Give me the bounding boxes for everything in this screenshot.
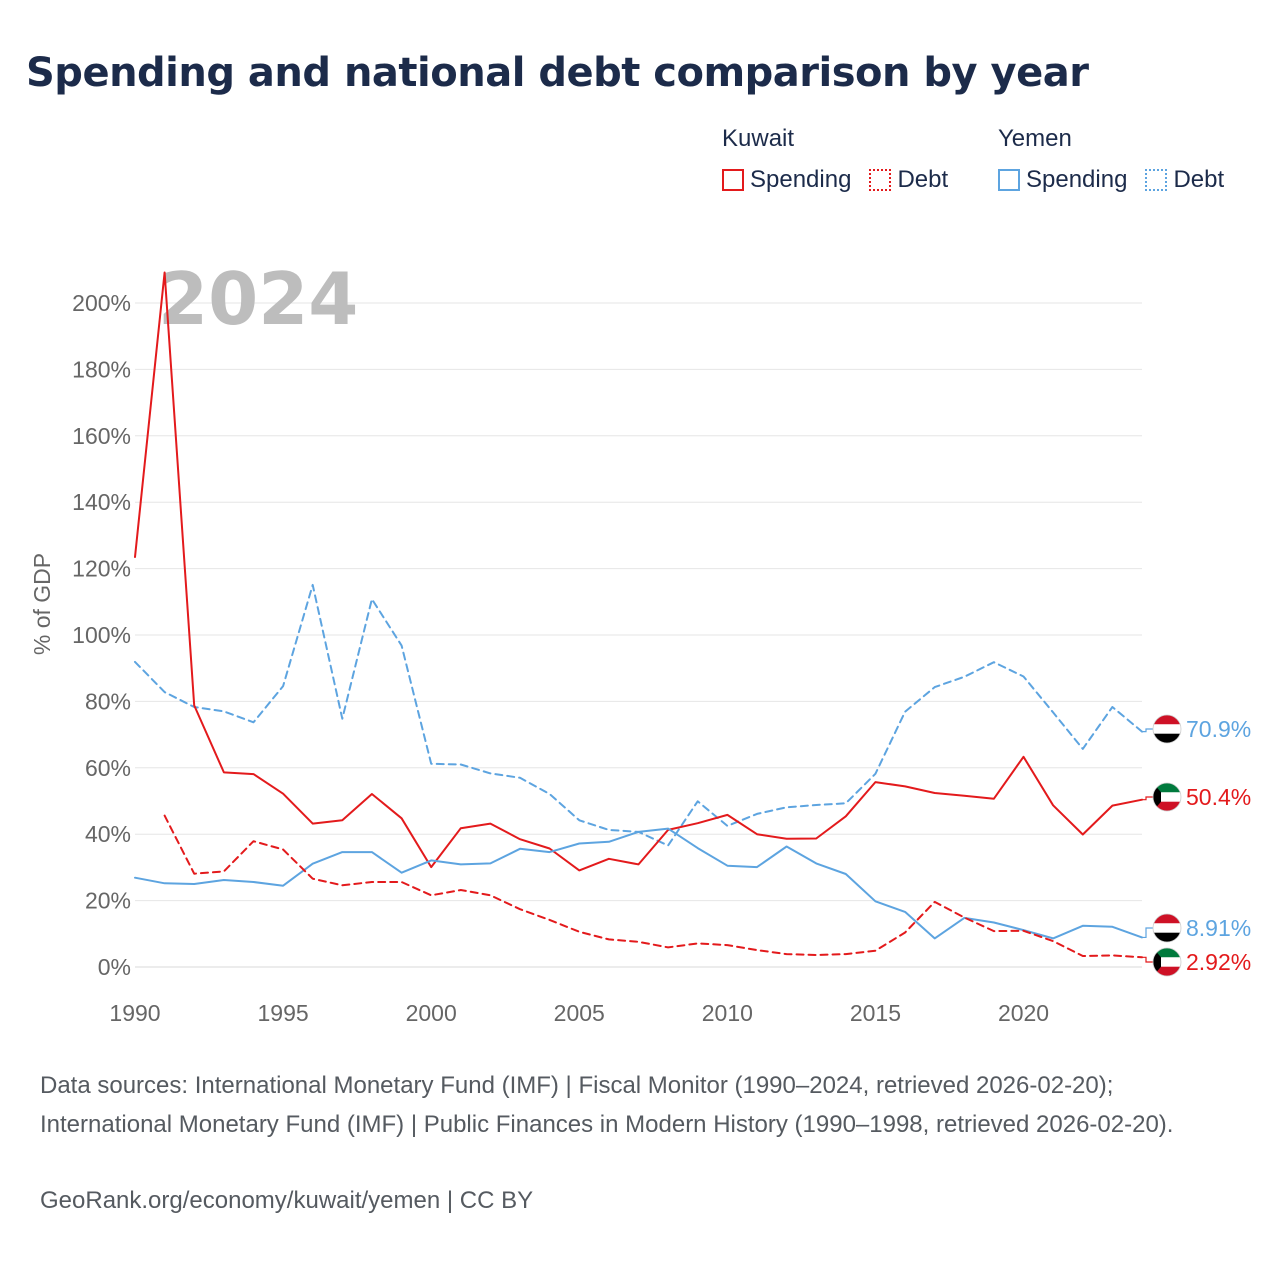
label-connector bbox=[1142, 956, 1153, 963]
gridlines bbox=[135, 302, 1142, 968]
line-chart: 0% 20% 40% 60% 80% 100% 120% 140% 160% 180% 200% 1… bbox=[29, 257, 1251, 1026]
legend-item-label: Debt bbox=[1173, 166, 1225, 193]
flag-border bbox=[1152, 913, 1182, 943]
flag-stripe bbox=[1153, 801, 1181, 811]
flag-stripe bbox=[1153, 733, 1181, 743]
legend-group-label: Yemen bbox=[998, 125, 1072, 152]
series-line-yemen-spending bbox=[134, 827, 1143, 940]
flag-stripe bbox=[1153, 783, 1181, 793]
y-tick-label: 40% bbox=[85, 821, 131, 847]
x-tick-label: 2005 bbox=[554, 1000, 605, 1026]
end-value-label: 8.91% bbox=[1186, 915, 1251, 941]
y-tick-label: 160% bbox=[72, 423, 131, 449]
x-tick-label: 2015 bbox=[850, 1000, 901, 1026]
yemen-flag-icon bbox=[1152, 714, 1182, 744]
y-tick-label: 100% bbox=[72, 622, 131, 648]
y-tick-label: 20% bbox=[85, 888, 131, 914]
label-connector bbox=[1142, 728, 1153, 733]
credit-link[interactable]: GeoRank.org/economy/kuwait/yemen | CC BY bbox=[40, 1187, 534, 1214]
end-labels: 70.9% 50.4% 8.91% 2.92% bbox=[1142, 714, 1251, 977]
y-tick-label: 140% bbox=[72, 489, 131, 515]
y-tick-label: 80% bbox=[85, 688, 131, 714]
flag-border bbox=[1152, 782, 1182, 812]
end-value-label: 70.9% bbox=[1186, 716, 1251, 742]
series-line-yemen-debt bbox=[134, 583, 1143, 847]
series-line-kuwait-spending bbox=[134, 271, 1143, 872]
legend-swatch-solid bbox=[722, 169, 744, 191]
flag-stripe bbox=[1153, 948, 1181, 958]
x-tick-label: 2000 bbox=[406, 1000, 457, 1026]
legend-group-kuwait: Kuwait Spending Debt bbox=[722, 124, 966, 194]
x-tick-label: 1990 bbox=[109, 1000, 160, 1026]
y-axis-title: % of GDP bbox=[29, 553, 55, 655]
end-value-label: 50.4% bbox=[1186, 784, 1251, 810]
y-tick-label: 200% bbox=[72, 290, 131, 316]
y-tick-label: 0% bbox=[98, 954, 131, 980]
label-connector bbox=[1142, 927, 1153, 939]
flag-stripe bbox=[1153, 914, 1181, 924]
label-connector bbox=[1142, 796, 1153, 801]
legend-item-label: Spending bbox=[750, 166, 852, 193]
flag-stripe bbox=[1153, 724, 1181, 734]
flag-stripe bbox=[1153, 966, 1181, 976]
legend-swatch-solid bbox=[998, 169, 1020, 191]
y-axis: 0% 20% 40% 60% 80% 100% 120% 140% 160% 180% 200% bbox=[72, 290, 131, 980]
kuwait-flag-icon bbox=[1152, 947, 1182, 977]
x-tick-label: 2010 bbox=[702, 1000, 753, 1026]
x-axis: 1990 1995 2000 2005 2010 2015 2020 bbox=[109, 1000, 1049, 1026]
legend-item-yemen-spending[interactable]: Spending bbox=[998, 166, 1127, 194]
x-tick-label: 1995 bbox=[258, 1000, 309, 1026]
yemen-flag-icon bbox=[1152, 913, 1182, 943]
series-lines bbox=[134, 271, 1143, 959]
flag-stripe bbox=[1153, 932, 1181, 942]
legend-item-label: Spending bbox=[1026, 166, 1128, 193]
x-tick-label: 2020 bbox=[998, 1000, 1049, 1026]
legend-item-kuwait-spending[interactable]: Spending bbox=[722, 166, 851, 194]
legend-group-label: Kuwait bbox=[722, 125, 795, 152]
kuwait-flag-icon bbox=[1152, 782, 1182, 812]
flag-stripe bbox=[1153, 923, 1181, 933]
legend-swatch-dotted bbox=[869, 169, 892, 191]
y-tick-label: 180% bbox=[72, 356, 131, 382]
y-tick-label: 120% bbox=[72, 556, 131, 582]
end-value-label: 2.92% bbox=[1186, 949, 1251, 975]
flag-stripe bbox=[1153, 792, 1181, 802]
flag-border bbox=[1152, 947, 1182, 977]
legend-item-kuwait-debt[interactable]: Debt bbox=[869, 166, 948, 194]
chart-title: Spending and national debt comparison by… bbox=[26, 50, 1089, 96]
legend-swatch-dotted bbox=[1145, 169, 1168, 191]
y-tick-label: 60% bbox=[85, 755, 131, 781]
data-sources: Data sources: International Monetary Fun… bbox=[40, 1072, 1174, 1138]
flag-stripe bbox=[1153, 715, 1181, 725]
legend-group-yemen: Yemen Spending Debt bbox=[998, 124, 1242, 194]
flag-border bbox=[1152, 714, 1182, 744]
series-line-kuwait-debt bbox=[163, 814, 1143, 959]
flag-stripe bbox=[1153, 957, 1181, 967]
legend-item-yemen-debt[interactable]: Debt bbox=[1145, 166, 1224, 194]
legend-item-label: Debt bbox=[897, 166, 949, 193]
year-watermark: 2024 bbox=[158, 257, 358, 341]
